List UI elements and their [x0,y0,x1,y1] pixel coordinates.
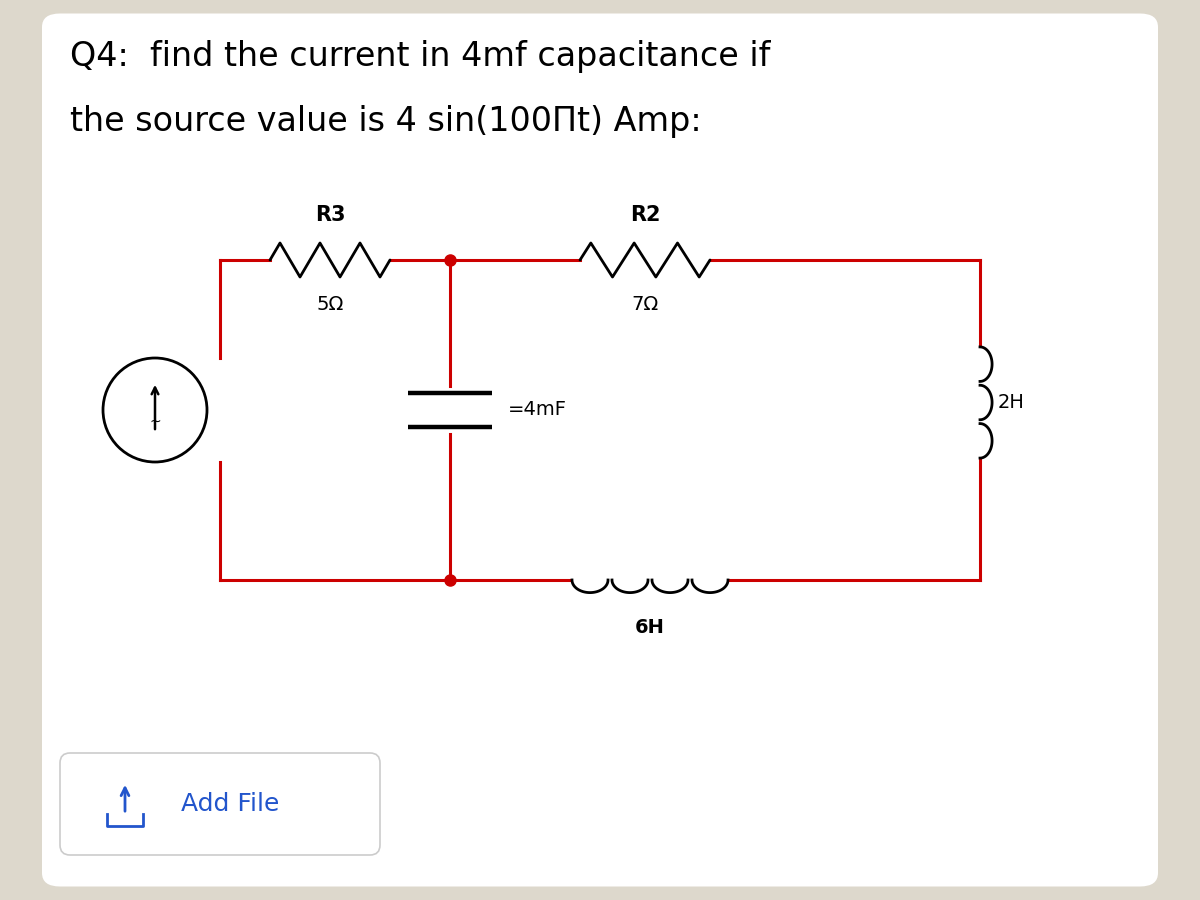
Text: the source value is 4 sin(100Πt) Amp:: the source value is 4 sin(100Πt) Amp: [70,105,702,138]
Text: ~: ~ [149,415,161,429]
FancyBboxPatch shape [60,753,380,855]
Text: R2: R2 [630,205,660,225]
Text: 2H: 2H [998,393,1025,412]
Text: 5Ω: 5Ω [317,295,343,314]
Text: R3: R3 [314,205,346,225]
Text: Add File: Add File [181,792,280,816]
Text: 6H: 6H [635,618,665,637]
Text: 7Ω: 7Ω [631,295,659,314]
Text: =4mF: =4mF [508,400,568,419]
Text: Q4:  find the current in 4mf capacitance if: Q4: find the current in 4mf capacitance … [70,40,770,73]
